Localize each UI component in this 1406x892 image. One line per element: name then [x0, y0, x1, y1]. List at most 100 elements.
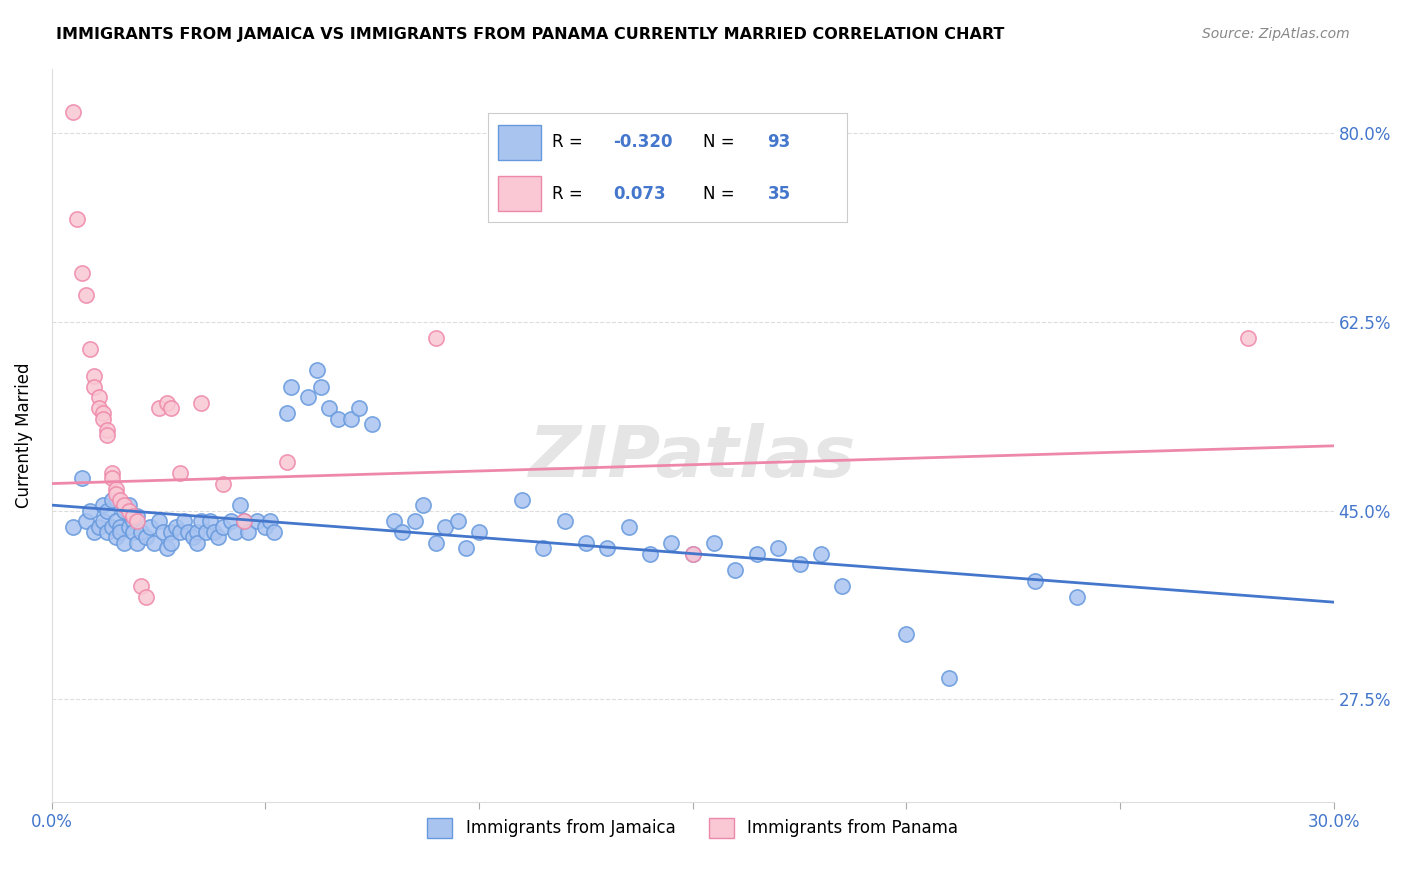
Point	[108, 519, 131, 533]
Point	[118, 503, 141, 517]
Point	[259, 514, 281, 528]
Point	[938, 671, 960, 685]
Point	[382, 514, 405, 528]
Point	[131, 524, 153, 539]
Point	[305, 363, 328, 377]
Point	[100, 466, 122, 480]
Point	[127, 514, 149, 528]
Point	[194, 524, 217, 539]
Point	[75, 288, 97, 302]
Point	[66, 212, 89, 227]
Point	[349, 401, 371, 416]
Point	[104, 487, 127, 501]
Text: ZIPatlas: ZIPatlas	[529, 423, 856, 491]
Point	[391, 524, 413, 539]
Point	[425, 331, 447, 345]
Point	[79, 503, 101, 517]
Point	[91, 514, 114, 528]
Point	[766, 541, 789, 556]
Point	[169, 466, 191, 480]
Point	[127, 536, 149, 550]
Point	[122, 508, 145, 523]
Point	[186, 524, 208, 539]
Point	[148, 514, 170, 528]
Point	[143, 536, 166, 550]
Point	[190, 514, 212, 528]
Point	[207, 531, 229, 545]
Point	[173, 514, 195, 528]
Point	[211, 519, 233, 533]
Point	[112, 536, 135, 550]
Point	[87, 519, 110, 533]
Point	[659, 536, 682, 550]
Point	[510, 492, 533, 507]
Point	[160, 536, 183, 550]
Point	[596, 541, 619, 556]
Point	[87, 401, 110, 416]
Point	[724, 563, 747, 577]
Point	[238, 524, 260, 539]
Point	[810, 547, 832, 561]
Point	[896, 627, 918, 641]
Point	[100, 471, 122, 485]
Point	[79, 342, 101, 356]
Point	[531, 541, 554, 556]
Point	[100, 492, 122, 507]
Point	[108, 524, 131, 539]
Point	[425, 536, 447, 550]
Point	[122, 524, 145, 539]
Point	[1237, 331, 1260, 345]
Point	[104, 482, 127, 496]
Point	[447, 514, 470, 528]
Point	[198, 514, 221, 528]
Point	[91, 498, 114, 512]
Point	[224, 524, 246, 539]
Point	[468, 524, 491, 539]
Point	[104, 531, 127, 545]
Point	[831, 579, 853, 593]
Point	[309, 379, 332, 393]
Point	[297, 390, 319, 404]
Point	[156, 395, 179, 409]
Point	[246, 514, 269, 528]
Point	[152, 524, 174, 539]
Point	[1024, 574, 1046, 588]
Text: IMMIGRANTS FROM JAMAICA VS IMMIGRANTS FROM PANAMA CURRENTLY MARRIED CORRELATION : IMMIGRANTS FROM JAMAICA VS IMMIGRANTS FR…	[56, 27, 1005, 42]
Point	[682, 547, 704, 561]
Point	[156, 541, 179, 556]
Point	[202, 524, 225, 539]
Point	[139, 519, 162, 533]
Point	[96, 423, 118, 437]
Point	[87, 390, 110, 404]
Point	[127, 508, 149, 523]
Point	[361, 417, 384, 432]
Point	[83, 524, 105, 539]
Point	[186, 536, 208, 550]
Point	[122, 514, 145, 528]
Point	[326, 412, 349, 426]
Point	[682, 547, 704, 561]
Point	[404, 514, 426, 528]
Point	[703, 536, 725, 550]
Point	[318, 401, 340, 416]
Point	[160, 524, 183, 539]
Point	[148, 401, 170, 416]
Point	[575, 536, 598, 550]
Point	[276, 455, 298, 469]
Point	[433, 519, 456, 533]
Point	[112, 498, 135, 512]
Point	[219, 514, 242, 528]
Point	[75, 514, 97, 528]
Point	[91, 407, 114, 421]
Point	[638, 547, 661, 561]
Legend: Immigrants from Jamaica, Immigrants from Panama: Immigrants from Jamaica, Immigrants from…	[420, 811, 965, 845]
Point	[263, 524, 285, 539]
Point	[118, 498, 141, 512]
Point	[118, 519, 141, 533]
Point	[96, 524, 118, 539]
Point	[412, 498, 434, 512]
Point	[233, 514, 256, 528]
Point	[789, 558, 811, 572]
Point	[165, 519, 187, 533]
Point	[280, 379, 302, 393]
